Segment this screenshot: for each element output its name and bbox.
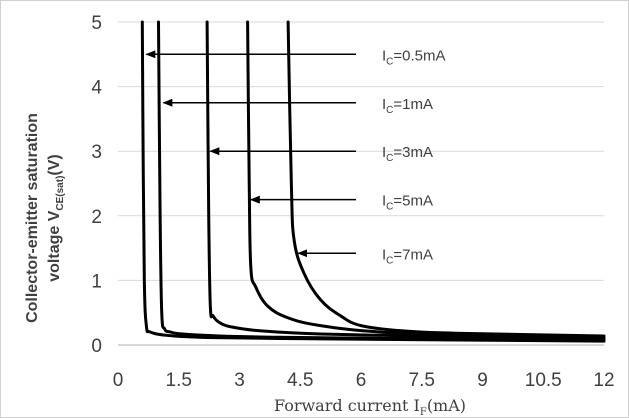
- y-tick-1: 1: [91, 271, 102, 292]
- x-tick-0: 0: [113, 370, 124, 391]
- annotation-label-4: IC=5mA: [382, 193, 433, 213]
- x-tick-1.5: 1.5: [166, 370, 192, 391]
- x-tick-6: 6: [356, 370, 367, 391]
- annotation-label-1: IC=0.5mA: [382, 47, 446, 67]
- annotation-label-3: IC=3mA: [382, 144, 433, 164]
- series-lines: [140, 20, 606, 343]
- gridlines: [118, 21, 604, 281]
- series-line-2: [157, 20, 606, 342]
- x-tick-4.5: 4.5: [287, 370, 313, 391]
- annotation-label-2: IC=1mA: [382, 96, 433, 116]
- y-tick-5: 5: [91, 13, 102, 34]
- y-tick-3: 3: [91, 142, 102, 163]
- x-tick-9: 9: [477, 370, 488, 391]
- x-tick-labels: 0 1.5 3 4.5 6 7.5 9 10.5 12: [113, 370, 615, 391]
- y-axis-title: Collector-emitter saturation voltage VCE…: [24, 113, 66, 323]
- y-tick-0: 0: [91, 336, 102, 357]
- x-tick-10.5: 10.5: [525, 370, 562, 391]
- y-tick-2: 2: [91, 207, 102, 228]
- y-axis-title-line2: voltage VCE(sat)(V): [46, 154, 66, 281]
- x-tick-7.5: 7.5: [409, 370, 435, 391]
- y-axis-title-line1: Collector-emitter saturation: [24, 113, 41, 323]
- y-tick-4: 4: [91, 78, 102, 99]
- y-tick-labels: 0 1 2 3 4 5: [91, 13, 102, 357]
- annotation-label-5: IC=7mA: [382, 246, 433, 266]
- series-line-3: [205, 20, 606, 341]
- series-line-5: [286, 20, 606, 338]
- x-axis-title: Forward current IF(mA): [274, 396, 466, 418]
- x-tick-3: 3: [234, 370, 245, 391]
- annotations: IC=0.5mA IC=1mA IC=3mA IC=5mA IC=7mA: [145, 47, 446, 266]
- x-tick-12: 12: [593, 370, 614, 391]
